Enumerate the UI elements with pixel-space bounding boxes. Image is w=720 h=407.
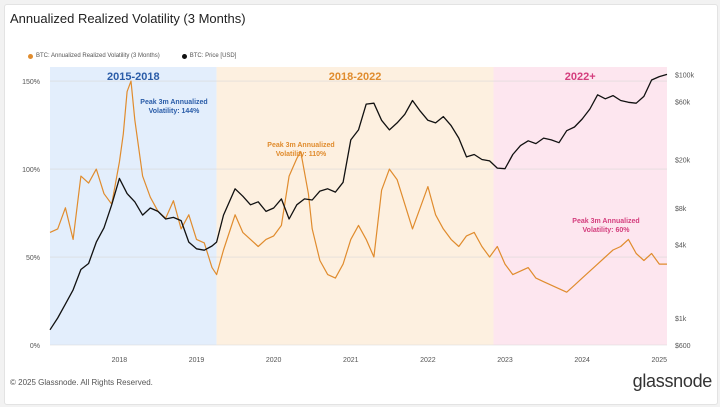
x-tick-2020: 2020 — [266, 357, 282, 364]
x-tick-2025: 2025 — [651, 357, 667, 364]
annotation-2-line2: Volatility: 110% — [276, 151, 327, 158]
legend-dot-price — [181, 53, 187, 59]
legend-item-volatility[interactable]: BTC: Annualized Realized Volatility (3 M… — [28, 53, 160, 59]
y-right-tick-6: $100k — [675, 72, 695, 79]
copyright-text: © 2025 Glassnode. All Rights Reserved. — [10, 378, 153, 387]
era-label-1: 2015-2018 — [107, 71, 160, 83]
era-background-2 — [216, 67, 494, 345]
era-label-3: 2022+ — [565, 71, 596, 83]
annotation-1-line2: Volatility: 144% — [149, 108, 201, 115]
y-right-tick-1: $1k — [675, 316, 687, 323]
y-right-tick-5: $60k — [675, 99, 691, 106]
glassnode-logo: glassnode — [632, 371, 713, 391]
legend-dot-volatility — [28, 53, 33, 59]
x-tick-2021: 2021 — [343, 357, 359, 364]
y-left-tick-3: 150% — [22, 79, 40, 86]
annotation-3-line2: Volatility: 60% — [583, 227, 631, 234]
legend: BTC: Annualized Realized Volatility (3 M… — [28, 53, 236, 59]
x-tick-2022: 2022 — [420, 357, 436, 364]
x-tick-2019: 2019 — [189, 357, 205, 364]
y-left-tick-0: 0% — [30, 343, 40, 350]
y-right-tick-4: $20k — [675, 158, 691, 165]
chart-title: Annualized Realized Volatility (3 Months… — [10, 11, 246, 26]
annotation-1-line1: Peak 3m Annualized — [140, 99, 207, 106]
annotation-3-line1: Peak 3m Annualized — [572, 218, 639, 225]
era-background-3 — [493, 67, 667, 345]
annotation-2-line1: Peak 3m Annualized — [267, 142, 334, 149]
volatility-line — [49, 80, 667, 293]
price-line — [49, 73, 668, 331]
y-right-tick-0: $600 — [675, 343, 691, 350]
y-left-tick-2: 100% — [22, 167, 40, 174]
x-tick-2024: 2024 — [574, 357, 590, 364]
era-label-2: 2018-2022 — [329, 71, 382, 83]
legend-item-price[interactable]: BTC: Price [USD] — [181, 53, 237, 59]
legend-label-price: BTC: Price [USD] — [189, 53, 237, 59]
legend-label-volatility: BTC: Annualized Realized Volatility (3 M… — [36, 53, 160, 59]
x-tick-2023: 2023 — [497, 357, 513, 364]
y-right-tick-3: $8k — [675, 206, 687, 213]
x-tick-2018: 2018 — [112, 357, 128, 364]
y-left-tick-1: 50% — [26, 255, 40, 262]
y-right-tick-2: $4k — [675, 243, 687, 250]
